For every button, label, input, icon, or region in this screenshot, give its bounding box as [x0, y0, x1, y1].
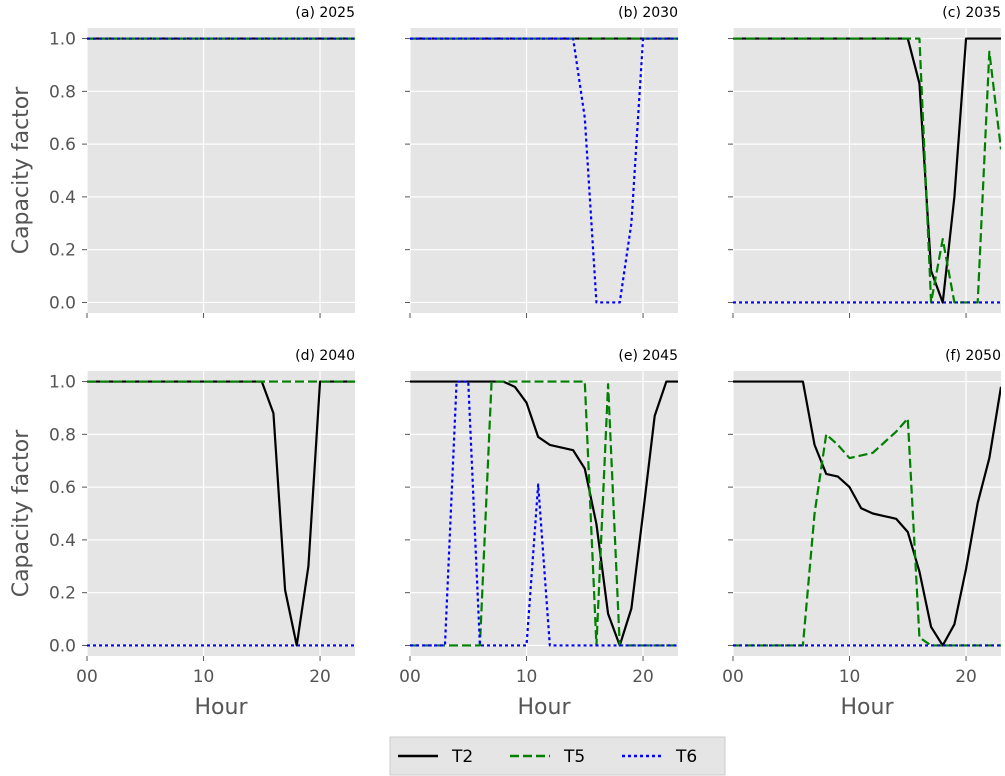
y-tick-label: 0.6	[49, 135, 76, 155]
panel-1: 0.0 0.2 0.4 0.6 0.8 1.0 Capacity factor (a) 202…	[9, 5, 355, 318]
panel-6: 00 10 20 Hour (f) 2050	[722, 348, 1001, 720]
x-tick-label: 00	[399, 667, 421, 687]
x-tick-label: 00	[722, 667, 744, 687]
y-axis-label: Capacity factor	[9, 429, 34, 598]
panel-2: (b) 2030	[405, 5, 678, 318]
plot-background	[410, 28, 678, 313]
legend: T2 T5 T6	[389, 736, 726, 776]
series-line-t6	[410, 380, 678, 647]
plot-background	[410, 371, 678, 656]
series-line-t2	[410, 380, 678, 647]
series-group	[733, 37, 1001, 304]
panel-4: 0.0 0.2 0.4 0.6 0.8 1.0 Capacity factor 00 10 20 H…	[9, 348, 355, 720]
y-tick-label: 1.0	[49, 30, 76, 50]
y-tick-label: 0.2	[49, 584, 76, 604]
x-tick-label: 20	[955, 667, 977, 687]
y-tick-label: 0.8	[49, 82, 76, 102]
y-tick-label: 0.6	[49, 478, 76, 498]
legend-label-t2: T2	[451, 747, 473, 767]
x-tick-label: 00	[76, 667, 98, 687]
panel-3: (c) 2035	[728, 5, 1001, 318]
panel-title: (e) 2045	[618, 348, 678, 364]
panel-title: (f) 2050	[945, 348, 1001, 364]
plot-background	[87, 371, 355, 656]
x-tick-label: 10	[839, 667, 861, 687]
series-line-t2	[733, 380, 1001, 647]
y-tick-label: 0.8	[49, 425, 76, 445]
legend-label-t5: T5	[563, 747, 585, 767]
y-tick-label: 0.4	[49, 188, 76, 208]
x-tick-label: 20	[309, 667, 331, 687]
x-axis-label: Hour	[841, 695, 895, 720]
y-tick-label: 1.0	[49, 373, 76, 393]
legend-label-t6: T6	[675, 747, 697, 767]
series-group	[410, 37, 678, 304]
series-group	[87, 380, 355, 647]
panel-title: (d) 2040	[295, 348, 355, 364]
panel-5: 00 10 20 Hour (e) 2045	[399, 348, 678, 720]
y-tick-label: 0.0	[49, 293, 76, 313]
x-tick-label: 20	[632, 667, 654, 687]
series-line-t6	[410, 37, 678, 304]
panel-title: (c) 2035	[942, 5, 1001, 21]
plot-background	[87, 28, 355, 313]
panel-title: (a) 2025	[295, 5, 355, 21]
legend-box	[389, 736, 726, 776]
plot-background	[733, 371, 1001, 656]
x-tick-label: 10	[193, 667, 215, 687]
panel-title: (b) 2030	[618, 5, 678, 21]
x-tick-label: 10	[516, 667, 538, 687]
y-tick-label: 0.2	[49, 241, 76, 261]
series-line-t5	[733, 37, 1001, 304]
y-tick-label: 0.0	[49, 636, 76, 656]
y-tick-label: 0.4	[49, 531, 76, 551]
series-group	[733, 380, 1001, 647]
x-axis-label: Hour	[195, 695, 249, 720]
plot-background	[733, 28, 1001, 313]
y-axis-label: Capacity factor	[9, 86, 34, 255]
x-axis-label: Hour	[518, 695, 572, 720]
series-group	[410, 380, 678, 647]
